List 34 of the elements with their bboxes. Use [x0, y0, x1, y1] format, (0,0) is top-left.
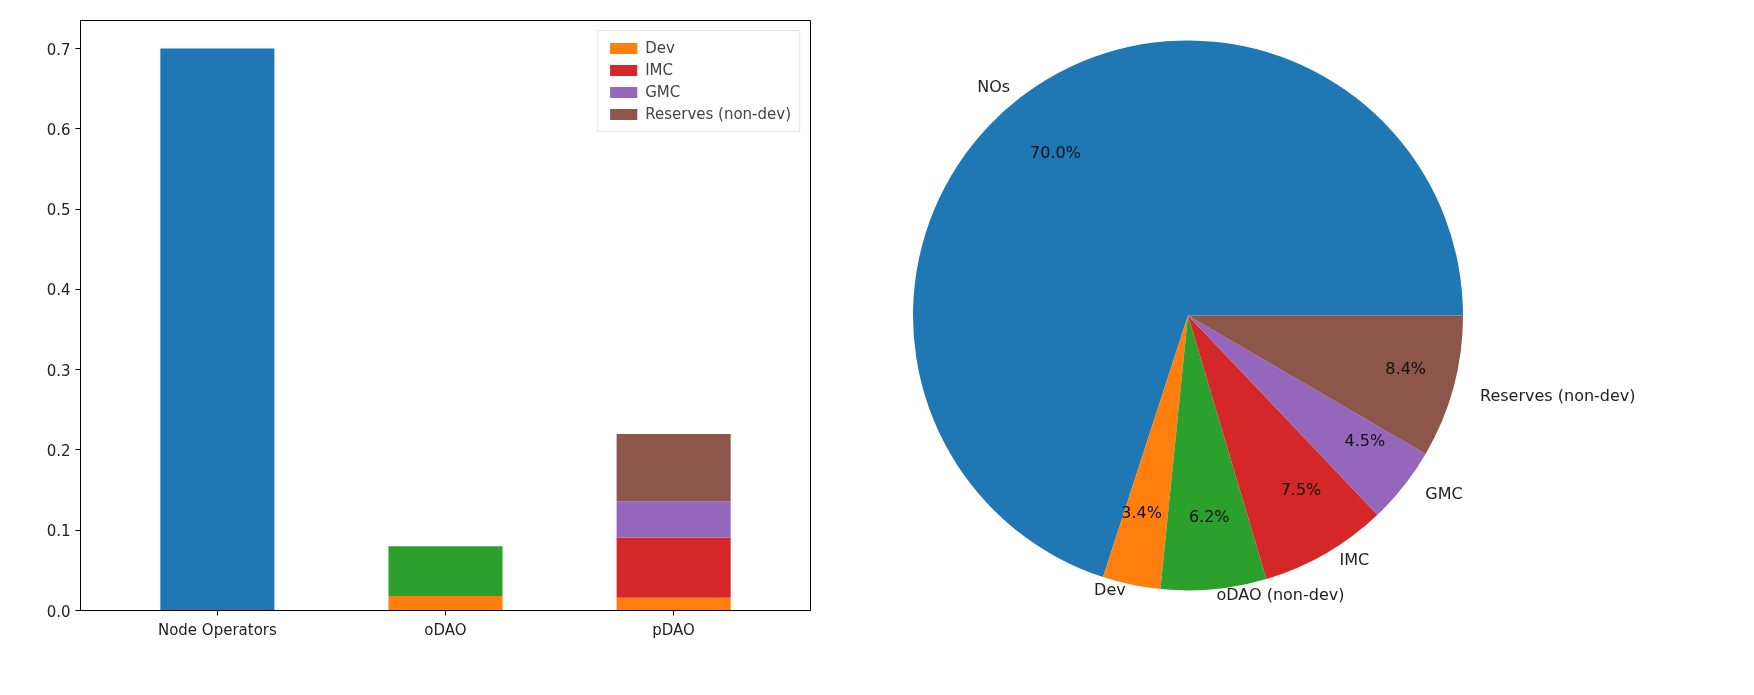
bar	[388, 596, 503, 611]
y-tick-label: 0.3	[46, 361, 71, 380]
y-tick-label: 0.7	[46, 40, 71, 59]
y-tick-label: 0.2	[46, 441, 71, 460]
x-tick-label: oDAO	[424, 620, 467, 639]
bar	[616, 501, 731, 538]
legend-label: IMC	[645, 61, 674, 79]
data-label: 8.4%	[1385, 358, 1427, 378]
y-tick-label: 0.6	[46, 120, 71, 139]
y-tick-label: 0.4	[46, 281, 71, 300]
y-tick-label: 0.5	[46, 201, 71, 220]
bar	[616, 597, 731, 611]
bar	[616, 433, 731, 502]
slice-label: oDAO (non-dev)	[1216, 585, 1345, 605]
bar	[388, 546, 503, 597]
data-label: 7.5%	[1280, 480, 1322, 500]
slice-label: IMC	[1339, 549, 1370, 569]
bar	[160, 48, 275, 611]
data-label: 70.0%	[1030, 142, 1081, 162]
slice-label: Reserves (non-dev)	[1480, 386, 1636, 406]
x-tick-label: Node Operators	[157, 620, 277, 639]
slice-label: GMC	[1425, 483, 1463, 503]
data-label: 6.2%	[1188, 506, 1230, 526]
x-tick-label: pDAO	[652, 620, 695, 639]
legend-label: GMC	[645, 83, 681, 101]
legend-label: Reserves (non-dev)	[645, 105, 791, 123]
y-tick-label: 0.1	[46, 522, 71, 541]
data-label: 3.4%	[1121, 503, 1162, 523]
bar	[616, 537, 731, 598]
data-label: 4.5%	[1344, 431, 1386, 451]
slice-label: NOs	[977, 77, 1011, 97]
y-tick-label: 0.0	[46, 602, 71, 621]
slice-label: Dev	[1094, 580, 1126, 600]
legend-label: Dev	[645, 39, 675, 57]
